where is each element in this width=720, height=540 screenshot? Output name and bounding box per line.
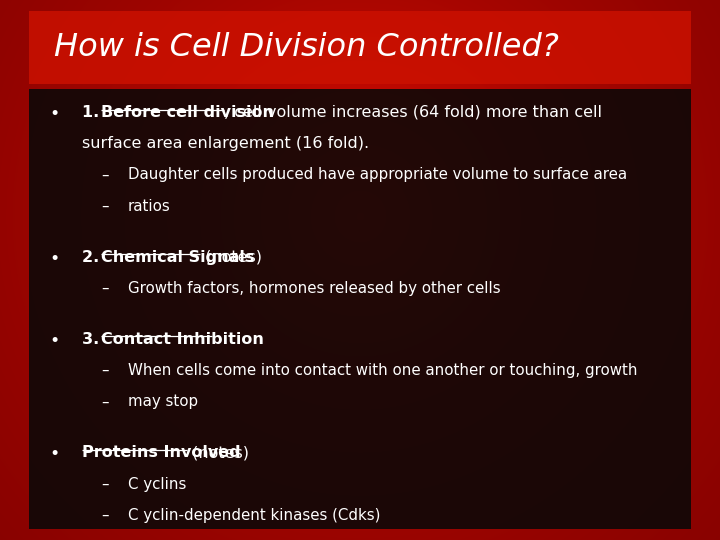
Text: •: •: [50, 445, 60, 463]
Text: (notes): (notes): [187, 445, 249, 460]
Text: •: •: [50, 249, 60, 268]
Text: •: •: [50, 332, 60, 350]
Text: Daughter cells produced have appropriate volume to surface area: Daughter cells produced have appropriate…: [127, 167, 626, 183]
Text: 2.: 2.: [82, 249, 105, 265]
Text: (notes): (notes): [199, 249, 261, 265]
Text: Before cell division: Before cell division: [101, 105, 274, 120]
Text: Chemical Signals: Chemical Signals: [101, 249, 254, 265]
Text: –: –: [102, 363, 109, 378]
Text: –: –: [102, 394, 109, 409]
Text: C yclins: C yclins: [127, 476, 186, 491]
Text: Contact Inhibition: Contact Inhibition: [101, 332, 264, 347]
Text: Growth factors, hormones released by other cells: Growth factors, hormones released by oth…: [127, 281, 500, 296]
Text: –: –: [102, 476, 109, 491]
Text: When cells come into contact with one another or touching, growth: When cells come into contact with one an…: [127, 363, 637, 378]
Text: Proteins Involved: Proteins Involved: [82, 445, 240, 460]
Text: –: –: [102, 508, 109, 523]
Text: ratios: ratios: [127, 199, 171, 214]
FancyBboxPatch shape: [29, 89, 691, 529]
Text: How is Cell Division Controlled?: How is Cell Division Controlled?: [54, 32, 559, 63]
Text: C yclin-dependent kinases (Cdks): C yclin-dependent kinases (Cdks): [127, 508, 380, 523]
Text: may stop: may stop: [127, 394, 198, 409]
Text: –: –: [102, 281, 109, 296]
Text: –: –: [102, 167, 109, 183]
Text: , cell volume increases (64 fold) more than cell: , cell volume increases (64 fold) more t…: [225, 105, 603, 120]
Text: •: •: [50, 105, 60, 123]
Text: 1.: 1.: [82, 105, 105, 120]
Text: surface area enlargement (16 fold).: surface area enlargement (16 fold).: [82, 136, 369, 151]
Text: –: –: [102, 199, 109, 214]
Text: 3.: 3.: [82, 332, 105, 347]
FancyBboxPatch shape: [29, 11, 691, 84]
